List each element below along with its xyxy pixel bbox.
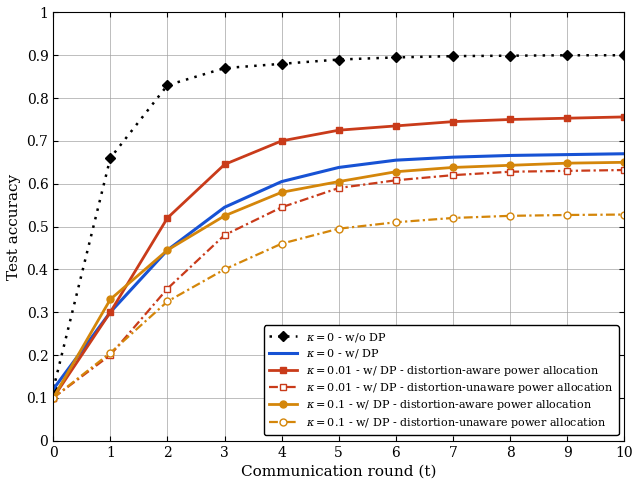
$\kappa = 0.1$ - w/ DP - distortion-unaware power allocation (620, 211, 628, 217)
Line: $\kappa = 0$ - w/o DP: $\kappa = 0$ - w/o DP (50, 52, 628, 393)
X-axis label: Communication round (t): Communication round (t) (241, 465, 436, 479)
$\kappa = 0$ - w/o DP (563, 52, 571, 58)
Line: $\kappa = 0$ - w/ DP: $\kappa = 0$ - w/ DP (53, 154, 624, 389)
$\kappa = 0.01$ - w/ DP - distortion-aware power allocation (392, 123, 400, 129)
$\kappa = 0$ - w/ DP (563, 152, 571, 157)
$\kappa = 0.1$ - w/ DP - distortion-aware power allocation (335, 179, 342, 185)
$\kappa = 0$ - w/ DP (449, 154, 457, 160)
$\kappa = 0$ - w/o DP (106, 155, 114, 161)
$\kappa = 0.1$ - w/ DP - distortion-aware power allocation (49, 395, 57, 401)
$\kappa = 0.1$ - w/ DP - distortion-aware power allocation (278, 190, 285, 195)
$\kappa = 0.1$ - w/ DP - distortion-aware power allocation (620, 159, 628, 165)
$\kappa = 0.1$ - w/ DP - distortion-unaware power allocation (106, 350, 114, 356)
Line: $\kappa = 0.1$ - w/ DP - distortion-aware power allocation: $\kappa = 0.1$ - w/ DP - distortion-awar… (50, 159, 628, 401)
$\kappa = 0.01$ - w/ DP - distortion-unaware power allocation (335, 185, 342, 191)
$\kappa = 0$ - w/o DP (278, 61, 285, 67)
$\kappa = 0.01$ - w/ DP - distortion-unaware power allocation (106, 352, 114, 358)
$\kappa = 0.01$ - w/ DP - distortion-unaware power allocation (563, 168, 571, 174)
$\kappa = 0.01$ - w/ DP - distortion-aware power allocation (106, 309, 114, 315)
Legend: $\kappa = 0$ - w/o DP, $\kappa = 0$ - w/ DP, $\kappa = 0.01$ - w/ DP - distortio: $\kappa = 0$ - w/o DP, $\kappa = 0$ - w/… (264, 325, 619, 435)
$\kappa = 0.01$ - w/ DP - distortion-unaware power allocation (506, 169, 514, 174)
$\kappa = 0.01$ - w/ DP - distortion-aware power allocation (164, 215, 172, 221)
$\kappa = 0$ - w/ DP (49, 386, 57, 392)
$\kappa = 0.1$ - w/ DP - distortion-unaware power allocation (449, 215, 457, 221)
$\kappa = 0$ - w/o DP (164, 82, 172, 88)
Line: $\kappa = 0.01$ - w/ DP - distortion-aware power allocation: $\kappa = 0.01$ - w/ DP - distortion-awa… (50, 113, 628, 401)
$\kappa = 0$ - w/ DP (335, 165, 342, 171)
$\kappa = 0.01$ - w/ DP - distortion-unaware power allocation (164, 286, 172, 292)
$\kappa = 0$ - w/o DP (335, 57, 342, 63)
$\kappa = 0.1$ - w/ DP - distortion-aware power allocation (449, 165, 457, 171)
$\kappa = 0$ - w/ DP (164, 247, 172, 253)
$\kappa = 0.01$ - w/ DP - distortion-unaware power allocation (49, 395, 57, 401)
Line: $\kappa = 0.1$ - w/ DP - distortion-unaware power allocation: $\kappa = 0.1$ - w/ DP - distortion-unaw… (50, 211, 628, 401)
$\kappa = 0.1$ - w/ DP - distortion-unaware power allocation (563, 212, 571, 218)
$\kappa = 0.1$ - w/ DP - distortion-unaware power allocation (49, 395, 57, 401)
$\kappa = 0.1$ - w/ DP - distortion-unaware power allocation (506, 213, 514, 219)
$\kappa = 0.01$ - w/ DP - distortion-aware power allocation (506, 117, 514, 122)
$\kappa = 0$ - w/o DP (506, 53, 514, 59)
Y-axis label: Test accuracy: Test accuracy (7, 174, 21, 279)
$\kappa = 0$ - w/ DP (392, 157, 400, 163)
$\kappa = 0.01$ - w/ DP - distortion-aware power allocation (49, 395, 57, 401)
$\kappa = 0$ - w/ DP (620, 151, 628, 156)
$\kappa = 0.01$ - w/ DP - distortion-aware power allocation (278, 138, 285, 144)
$\kappa = 0.01$ - w/ DP - distortion-unaware power allocation (620, 167, 628, 173)
$\kappa = 0.01$ - w/ DP - distortion-aware power allocation (449, 119, 457, 124)
$\kappa = 0.1$ - w/ DP - distortion-aware power allocation (392, 169, 400, 174)
$\kappa = 0.1$ - w/ DP - distortion-unaware power allocation (278, 241, 285, 246)
$\kappa = 0.1$ - w/ DP - distortion-unaware power allocation (164, 298, 172, 304)
$\kappa = 0.1$ - w/ DP - distortion-unaware power allocation (335, 226, 342, 232)
$\kappa = 0$ - w/o DP (221, 65, 228, 71)
$\kappa = 0.01$ - w/ DP - distortion-unaware power allocation (221, 232, 228, 238)
$\kappa = 0.1$ - w/ DP - distortion-unaware power allocation (392, 219, 400, 225)
$\kappa = 0.01$ - w/ DP - distortion-unaware power allocation (392, 177, 400, 183)
$\kappa = 0.01$ - w/ DP - distortion-unaware power allocation (278, 204, 285, 210)
$\kappa = 0$ - w/o DP (620, 52, 628, 58)
$\kappa = 0.1$ - w/ DP - distortion-aware power allocation (164, 247, 172, 253)
$\kappa = 0.01$ - w/ DP - distortion-aware power allocation (620, 114, 628, 120)
$\kappa = 0$ - w/ DP (506, 153, 514, 158)
$\kappa = 0.01$ - w/ DP - distortion-aware power allocation (221, 161, 228, 167)
$\kappa = 0.1$ - w/ DP - distortion-aware power allocation (563, 160, 571, 166)
$\kappa = 0.1$ - w/ DP - distortion-aware power allocation (106, 296, 114, 302)
$\kappa = 0.01$ - w/ DP - distortion-unaware power allocation (449, 172, 457, 178)
$\kappa = 0.1$ - w/ DP - distortion-aware power allocation (221, 213, 228, 219)
$\kappa = 0$ - w/o DP (49, 386, 57, 392)
Line: $\kappa = 0.01$ - w/ DP - distortion-unaware power allocation: $\kappa = 0.01$ - w/ DP - distortion-una… (50, 167, 628, 401)
$\kappa = 0$ - w/o DP (392, 54, 400, 60)
$\kappa = 0$ - w/ DP (221, 204, 228, 210)
$\kappa = 0$ - w/ DP (278, 179, 285, 185)
$\kappa = 0$ - w/ DP (106, 309, 114, 315)
$\kappa = 0.1$ - w/ DP - distortion-aware power allocation (506, 162, 514, 168)
$\kappa = 0$ - w/o DP (449, 53, 457, 59)
$\kappa = 0.01$ - w/ DP - distortion-aware power allocation (335, 127, 342, 133)
$\kappa = 0.1$ - w/ DP - distortion-unaware power allocation (221, 266, 228, 272)
$\kappa = 0.01$ - w/ DP - distortion-aware power allocation (563, 115, 571, 121)
